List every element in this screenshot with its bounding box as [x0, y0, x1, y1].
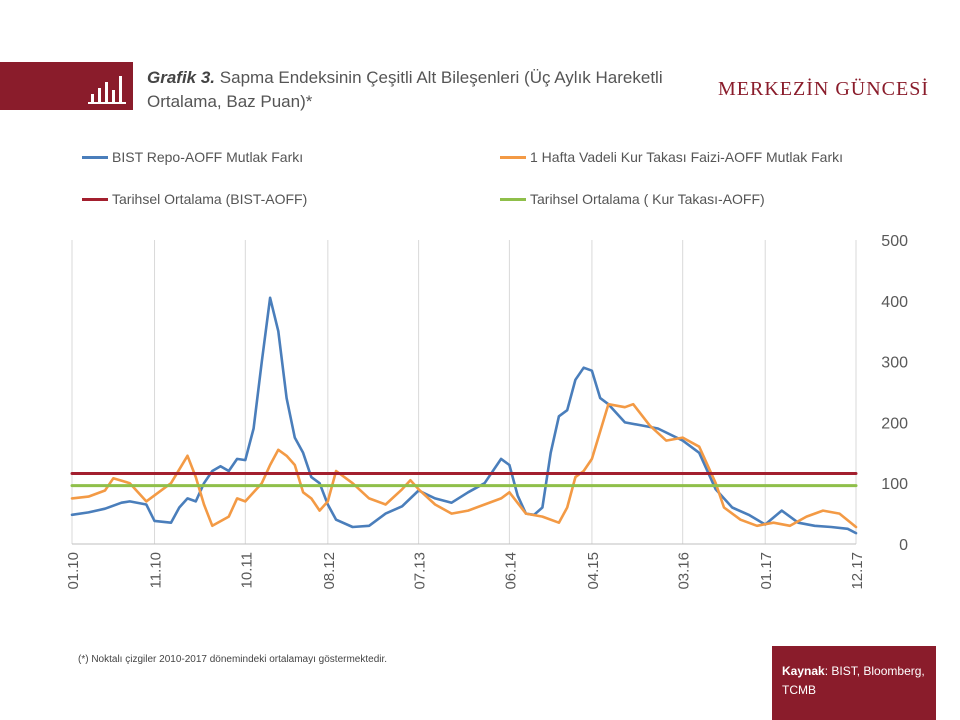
x-tick-label: 03.16	[676, 552, 693, 590]
chart-title: Grafik 3. Sapma Endeksinin Çeşitli Alt B…	[147, 66, 707, 114]
series-line-1	[70, 296, 858, 535]
source-label: Kaynak	[782, 664, 825, 678]
y-tick-label: 400	[881, 294, 908, 311]
x-tick-label: 12.17	[849, 552, 866, 590]
y-tick-label: 300	[881, 355, 908, 372]
legend-label: BIST Repo-AOFF Mutlak Farkı	[112, 149, 304, 165]
x-tick-label: 01.10	[65, 552, 82, 590]
y-tick-label: 500	[881, 233, 908, 250]
footnote: (*) Noktalı çizgiler 2010-2017 döneminde…	[78, 654, 388, 665]
x-tick-label: 08.12	[321, 552, 338, 590]
legend-swatch	[500, 198, 526, 201]
y-tick-label: 100	[881, 476, 908, 493]
series-layer	[70, 296, 858, 535]
legend-swatch	[82, 156, 108, 159]
source-box: Kaynak: BIST, Bloomberg, TCMB	[772, 646, 936, 720]
bar-chart-icon	[88, 76, 126, 104]
figure-number: Grafik 3.	[147, 68, 216, 87]
brand-logo-text: MERKEZİN GÜNCESİ	[718, 78, 929, 100]
x-tick-label: 11.10	[148, 552, 165, 588]
source-text: : BIST, Bloomberg, TCMB	[782, 664, 925, 697]
legend-swatch	[82, 198, 108, 201]
legend-label: Tarihsel Ortalama ( Kur Takası-AOFF)	[530, 191, 765, 207]
legend-label: Tarihsel Ortalama (BIST-AOFF)	[112, 191, 308, 207]
x-tick-label: 06.14	[502, 552, 519, 590]
legend-swatch	[500, 156, 526, 159]
x-tick-label: 04.15	[585, 552, 602, 590]
line-chart: 0 100 200 300 400 500 01.10 11.10 10.11 08.12 07.…	[65, 233, 908, 590]
legend-label: 1 Hafta Vadeli Kur Takası Faizi-AOFF Mut…	[530, 149, 844, 165]
series-line-2	[70, 402, 858, 529]
x-tick-label: 10.11	[238, 552, 255, 588]
y-tick-label: 0	[899, 537, 908, 554]
x-tick-label: 01.17	[758, 552, 775, 590]
x-tick-label: 07.13	[412, 552, 429, 590]
y-axis: 0 100 200 300 400 500	[881, 233, 908, 554]
figure-caption: Sapma Endeksinin Çeşitli Alt Bileşenleri…	[147, 68, 663, 111]
y-tick-label: 200	[881, 415, 908, 432]
grid-lines	[71, 240, 857, 545]
x-axis: 01.10 11.10 10.11 08.12 07.13 06.14 04.15 03.16…	[65, 552, 866, 590]
